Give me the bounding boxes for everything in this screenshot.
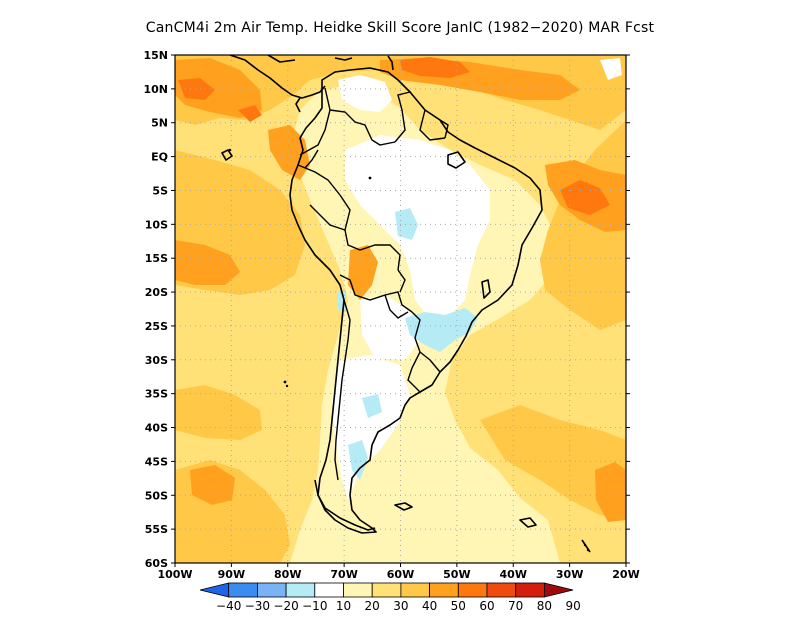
coastlines — [221, 55, 591, 553]
colorbar-label: 40 — [422, 599, 437, 613]
contour-50-60-pacific — [178, 78, 215, 100]
lat-tick-label: 50S — [145, 489, 168, 502]
lon-tick-label: 30W — [556, 568, 583, 581]
lat-tick-label: 30S — [145, 354, 168, 367]
contour-neutral-mid — [360, 295, 420, 360]
colorbar-label: −30 — [245, 599, 270, 613]
lat-tick-label: 15S — [145, 252, 168, 265]
contour-50-60-panama — [238, 105, 262, 122]
contour-neutral-nw — [338, 75, 392, 112]
latitude-axis: 15N 10N 5N EQ 5S 10S 15S 20S 25S 30S 35S 40S 45S 50S 5… — [143, 49, 630, 570]
contour-40-50-north — [175, 58, 262, 118]
lon-tick-label: 60W — [387, 568, 414, 581]
skill-score-field — [175, 55, 626, 563]
lon-tick-label: 80W — [274, 568, 301, 581]
contour-40-50-sw — [190, 465, 235, 505]
colorbar-label: −20 — [273, 599, 298, 613]
colorbar-label: 70 — [508, 599, 523, 613]
lat-tick-label: 5S — [152, 184, 168, 197]
longitude-axis: 100W 90W 80W 70W 60W 50W 40W 30W 20W — [157, 563, 640, 581]
colorbar-swatch — [515, 582, 545, 598]
colorbar-swatch — [314, 582, 344, 598]
colorbar-swatch — [343, 582, 373, 598]
colorbar-swatch — [486, 582, 517, 598]
colorbar-label: −10 — [302, 599, 327, 613]
colorbar-swatch — [544, 582, 574, 598]
colorbar-swatch — [457, 582, 488, 598]
lon-tick-label: 90W — [218, 568, 245, 581]
lat-tick-label: 15N — [143, 49, 168, 62]
contour-neg-parana — [405, 308, 478, 352]
colorbar-label: −40 — [216, 599, 241, 613]
lat-tick-label: 55S — [145, 523, 168, 536]
contour-neg-patagonia — [348, 440, 368, 480]
lon-tick-label: 100W — [157, 568, 192, 581]
contour-30-40-sw — [175, 385, 262, 440]
colorbar-label: 60 — [479, 599, 494, 613]
lat-tick-label: 40S — [145, 422, 168, 435]
lat-tick-label: 5N — [151, 117, 168, 130]
contour-40-50-east-pacific — [175, 240, 240, 285]
colorbar-label: 10 — [336, 599, 351, 613]
lat-tick-label: 60S — [145, 557, 168, 570]
map-title: CanCM4i 2m Air Temp. Heidke Skill Score … — [145, 20, 655, 36]
lon-tick-label: 50W — [443, 568, 470, 581]
colorbar: −40 −30 −20 −10 10 20 30 40 50 60 70 80 90 — [199, 582, 581, 613]
colorbar-label: 80 — [537, 599, 552, 613]
colorbar-swatch — [429, 582, 459, 598]
islands — [228, 148, 590, 552]
colorbar-label: 30 — [393, 599, 408, 613]
lon-tick-label: 40W — [500, 568, 527, 581]
lon-tick-label: 70W — [330, 568, 357, 581]
colorbar-swatch — [400, 582, 430, 598]
colorbar-swatch — [199, 582, 230, 598]
lat-tick-label: EQ — [151, 151, 168, 164]
contour-neg-pampas — [362, 394, 382, 418]
colorbar-label: 20 — [365, 599, 380, 613]
country-borders — [297, 87, 449, 481]
lat-tick-label: 25S — [145, 320, 168, 333]
graticule — [175, 55, 626, 563]
contour-neutral-amazon — [345, 135, 490, 320]
colorbar-swatch — [371, 582, 402, 598]
colorbar-swatch — [256, 582, 287, 598]
lat-tick-label: 45S — [145, 455, 168, 468]
lat-tick-label: 10N — [143, 83, 168, 96]
lat-tick-label: 10S — [145, 218, 168, 231]
contour-30-40-atlantic — [480, 405, 626, 520]
colorbar-swatch — [228, 582, 258, 598]
contour-40-50-se — [595, 462, 626, 522]
contour-40-50-central — [348, 245, 378, 300]
colorbar-label: 50 — [451, 599, 466, 613]
contour-50-60-caribbean — [400, 57, 470, 78]
colorbar-label: 90 — [565, 599, 580, 613]
lat-tick-label: 35S — [145, 388, 168, 401]
contour-neutral-atlantic — [600, 58, 622, 80]
colorbar-swatch — [285, 582, 316, 598]
lat-tick-label: 20S — [145, 286, 168, 299]
lon-tick-label: 20W — [612, 568, 639, 581]
contour-50-60-atlantic — [560, 180, 610, 215]
